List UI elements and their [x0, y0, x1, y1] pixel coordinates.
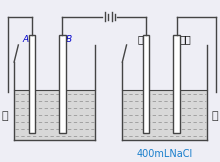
- Text: 石墨: 石墨: [180, 34, 192, 44]
- Text: 乙: 乙: [211, 111, 218, 121]
- Text: 甲: 甲: [1, 111, 8, 121]
- Bar: [173, 35, 180, 133]
- Bar: [143, 35, 149, 133]
- Text: B: B: [66, 35, 72, 44]
- Text: A: A: [22, 35, 29, 44]
- Text: 400mLNaCl: 400mLNaCl: [137, 149, 193, 159]
- Text: 鐵: 鐵: [137, 34, 143, 44]
- Polygon shape: [122, 91, 207, 140]
- Bar: [29, 35, 35, 133]
- Bar: [59, 35, 66, 133]
- Polygon shape: [14, 91, 95, 140]
